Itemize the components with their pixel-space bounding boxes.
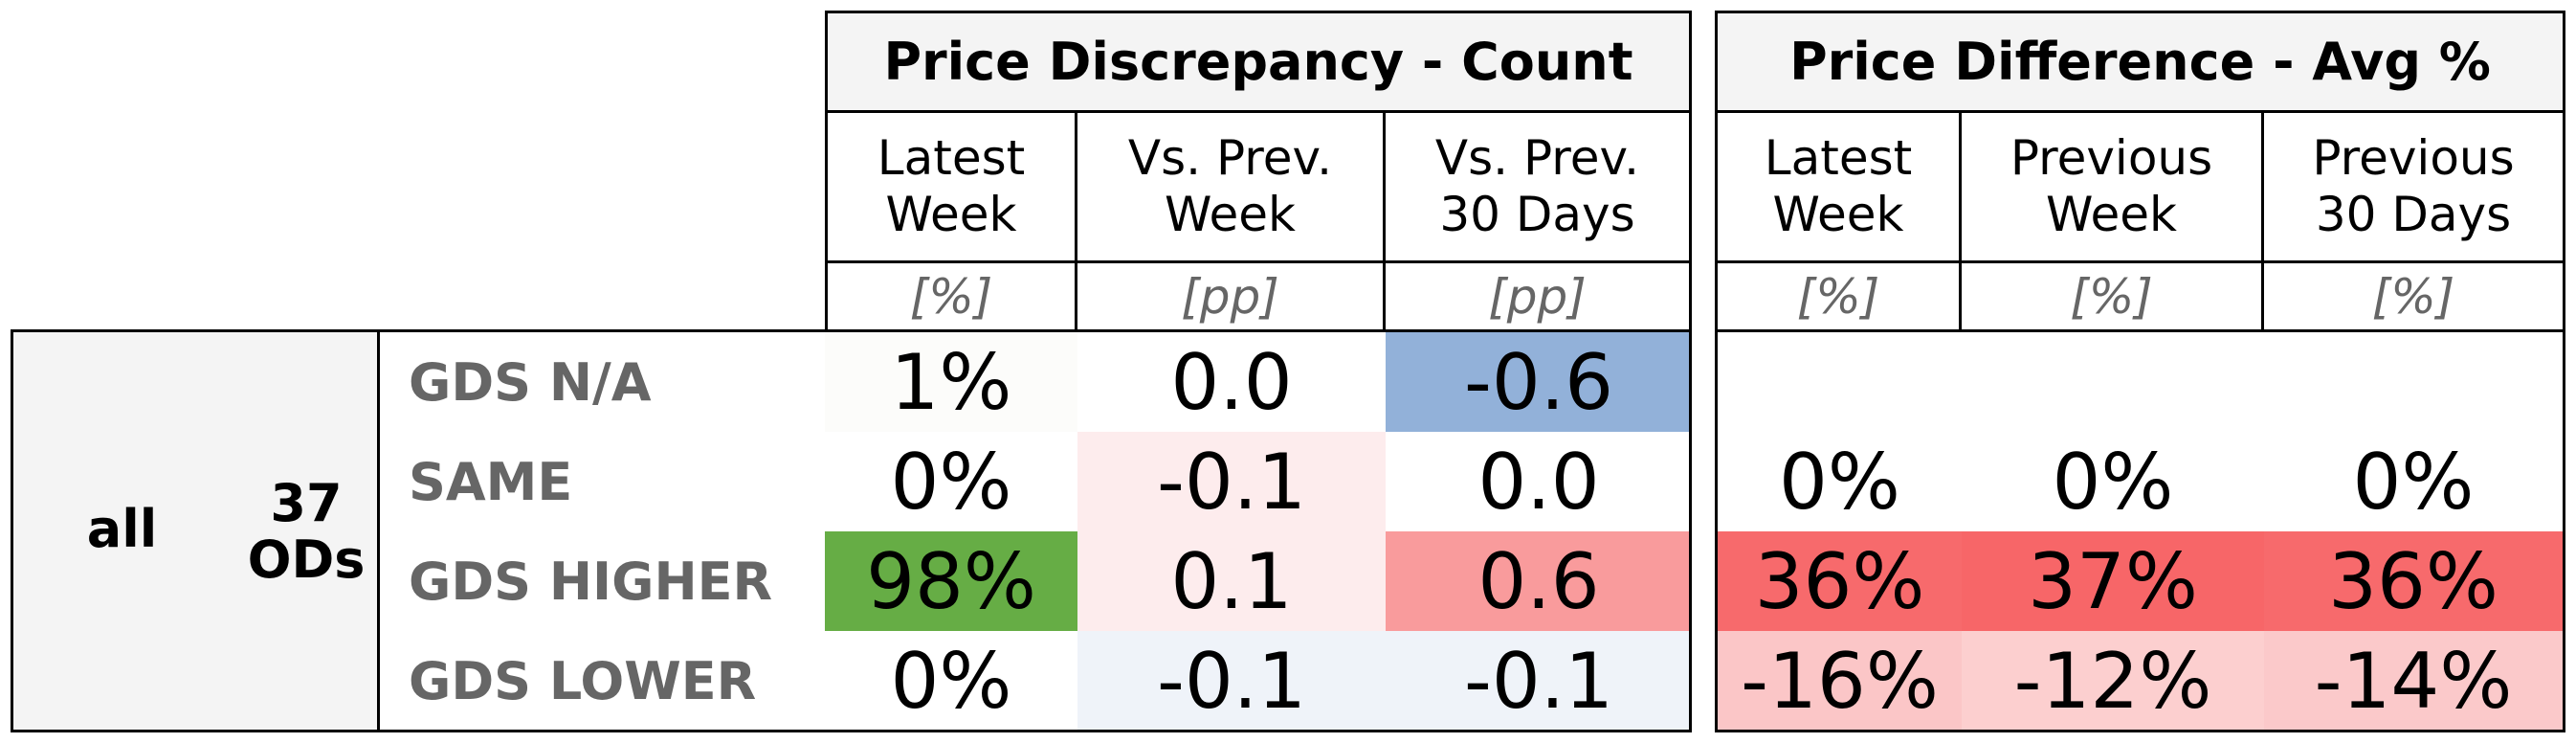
- avg-unit-previous-week: [%]: [1959, 260, 2264, 332]
- avg-unit-latest-week: [%]: [1715, 260, 1962, 332]
- count-table-border: [377, 329, 1692, 732]
- count-col-header-vs-prev-week: Vs. Prev. Week: [1075, 110, 1386, 263]
- avg-unit-previous-30-days: [%]: [2261, 260, 2565, 332]
- count-prev-30-days-cell: 0.0: [1386, 432, 1692, 531]
- avg-latest-week-cell: -16%: [1718, 631, 1962, 731]
- count-unit-latest-week: [%]: [825, 260, 1077, 332]
- row-label: GDS N/A: [409, 351, 652, 413]
- avg-section-title: Price Difference - Avg %: [1715, 11, 2565, 113]
- count-latest-week-cell: 0%: [825, 631, 1077, 731]
- avg-prev-week-cell: [1962, 332, 2264, 432]
- group-panel-border: [11, 329, 380, 732]
- count-prev-week-cell: 0.1: [1077, 531, 1386, 631]
- count-prev-week-cell: 0.0: [1077, 332, 1386, 432]
- avg-table-border: [1715, 329, 2565, 732]
- avg-prev-week-cell: -12%: [1962, 631, 2264, 731]
- group-label: all: [86, 499, 158, 559]
- count-col-header-latest-week: Latest Week: [825, 110, 1077, 263]
- avg-latest-week-cell: 0%: [1718, 432, 1962, 531]
- avg-prev-week-cell: 0%: [1962, 432, 2264, 531]
- avg-prev-30-days-cell: 36%: [2264, 531, 2563, 631]
- count-col-header-vs-prev-30-days: Vs. Prev. 30 Days: [1383, 110, 1692, 263]
- count-latest-week-cell: 1%: [825, 332, 1077, 432]
- avg-latest-week-cell: [1718, 332, 1962, 432]
- row-label: GDS LOWER: [409, 650, 757, 711]
- count-prev-week-cell: -0.1: [1077, 631, 1386, 731]
- count-prev-30-days-cell: -0.6: [1386, 332, 1692, 432]
- count-latest-week-cell: 0%: [825, 432, 1077, 531]
- count-unit-vs-prev-30-days: [pp]: [1383, 260, 1692, 332]
- row-label: GDS HIGHER: [409, 551, 773, 612]
- avg-latest-week-cell: 36%: [1718, 531, 1962, 631]
- group-panel: [11, 329, 380, 732]
- count-section-title: Price Discrepancy - Count: [825, 11, 1692, 113]
- avg-col-header-previous-30-days: Previous 30 Days: [2261, 110, 2565, 263]
- count-unit-vs-prev-week: [pp]: [1075, 260, 1386, 332]
- count-prev-30-days-cell: 0.6: [1386, 531, 1692, 631]
- avg-col-header-latest-week: Latest Week: [1715, 110, 1962, 263]
- avg-prev-30-days-cell: 0%: [2264, 432, 2563, 531]
- count-prev-week-cell: -0.1: [1077, 432, 1386, 531]
- avg-prev-30-days-cell: -14%: [2264, 631, 2563, 731]
- count-latest-week-cell: 98%: [825, 531, 1077, 631]
- avg-col-header-previous-week: Previous Week: [1959, 110, 2264, 263]
- avg-prev-30-days-cell: [2264, 332, 2563, 432]
- avg-prev-week-cell: 37%: [1962, 531, 2264, 631]
- group-od-count: 37 ODs: [247, 472, 366, 590]
- row-label: SAME: [409, 451, 573, 512]
- count-prev-30-days-cell: -0.1: [1386, 631, 1692, 731]
